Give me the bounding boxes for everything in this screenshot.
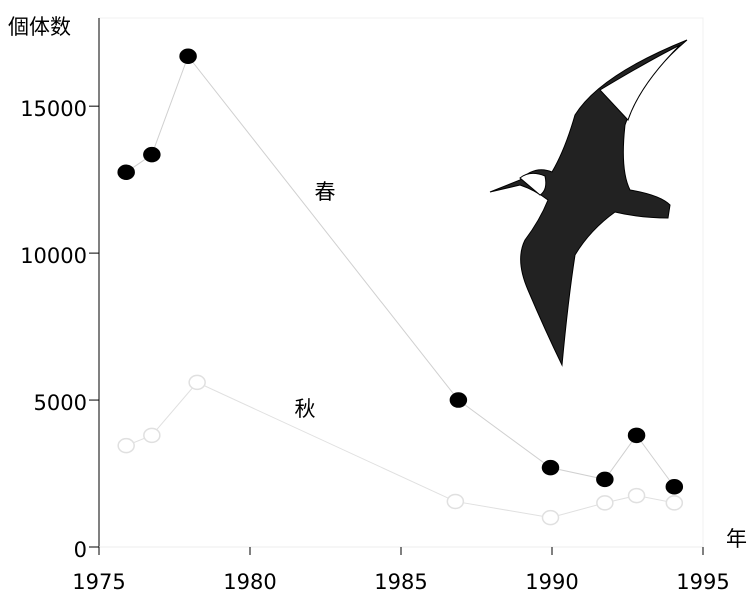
x-tick-label: 1990 [525,570,578,594]
data-point [144,148,160,162]
data-point [118,439,134,453]
data-point [666,480,682,494]
bird-illustration [490,40,687,365]
x-tick-label: 1980 [223,570,276,594]
y-tick-label: 15000 [20,97,87,121]
data-point [666,496,682,510]
data-point [144,428,160,442]
data-point [597,496,613,510]
data-point [118,165,134,179]
x-tick-label: 1995 [676,570,729,594]
x-tick-label: 1975 [72,570,125,594]
data-point [542,461,558,475]
y-axis-label: 個体数 [8,15,71,39]
chart: 個体数 年 0 5000 10000 15000 1975 1980 1985 1990 199… [0,0,751,596]
data-point [180,49,196,63]
series-label: 春 [315,180,336,204]
data-point [629,489,645,503]
data-point [447,494,463,508]
data-point [450,393,466,407]
series-label: 秋 [295,397,316,421]
data-point [542,511,558,525]
series-line [126,382,674,517]
x-tick-label: 1985 [374,570,427,594]
y-tick-label: 5000 [34,391,87,415]
data-point [629,428,645,442]
data-point [597,472,613,486]
y-tick-label: 10000 [20,244,87,268]
y-tick-label: 0 [74,538,87,562]
data-point [189,375,205,389]
x-axis-label: 年 [726,527,747,551]
